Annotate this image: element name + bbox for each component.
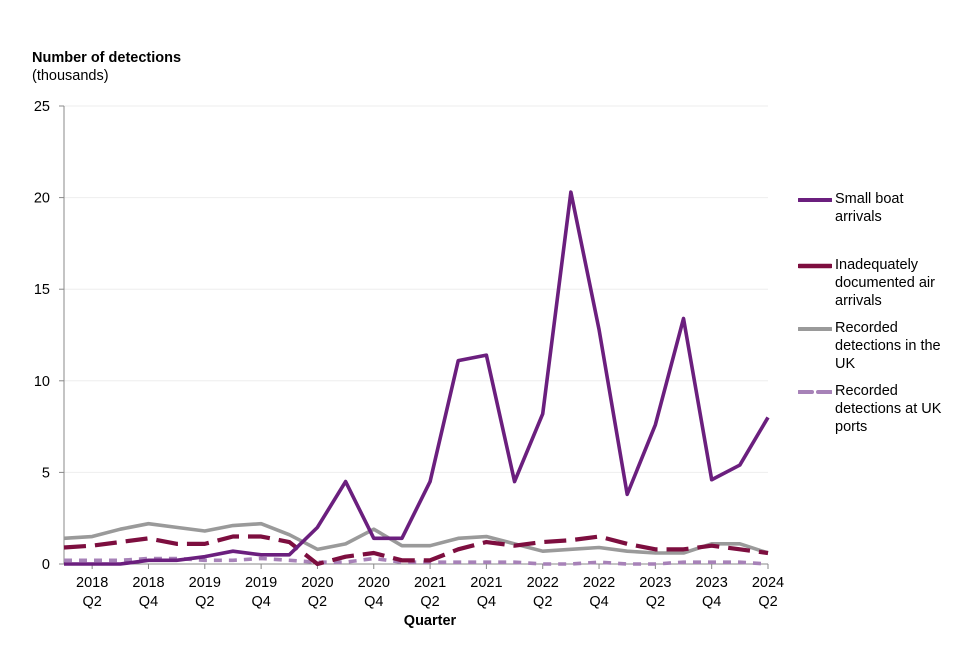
x-tick-label-year: 2024 xyxy=(752,575,784,591)
series-line-recorded-detections-in-the-uk xyxy=(63,521,769,555)
legend-swatch-small-boat-arrivals xyxy=(798,198,832,202)
legend-swatch-inadequately-documented xyxy=(798,263,832,269)
y-tick-label: 0 xyxy=(42,557,50,573)
x-tick-label-quarter: Q4 xyxy=(364,594,383,610)
x-tick-label-year: 2021 xyxy=(470,575,502,591)
legend-label-recorded-detections-ports: Recorded detections at UK ports xyxy=(835,383,942,435)
legend-item-small-boat-arrivals: Small boat arrivals xyxy=(798,190,945,226)
x-tick-label-quarter: Q4 xyxy=(139,594,158,610)
y-tick-label: 20 xyxy=(34,191,50,207)
x-tick-label-quarter: Q4 xyxy=(702,594,721,610)
x-tick-label-quarter: Q4 xyxy=(477,594,496,610)
gridlines xyxy=(64,105,768,473)
x-tick-label-quarter: Q2 xyxy=(758,594,777,610)
series-line-recorded-detections-at-uk-ports xyxy=(64,556,769,566)
x-tick-label-year: 2020 xyxy=(358,575,390,591)
y-axis-subtitle: (thousands) xyxy=(32,68,109,84)
x-tick-label-year: 2020 xyxy=(301,575,333,591)
x-tick-label-year: 2019 xyxy=(245,575,277,591)
y-tick-label: 5 xyxy=(42,465,50,481)
x-tick-label-quarter: Q2 xyxy=(82,594,101,610)
x-tick-label-year: 2023 xyxy=(696,575,728,591)
series-line-small-boat-arrivals xyxy=(64,190,770,566)
legend-item-recorded-detections-uk: Recorded detections in the UK xyxy=(798,319,945,373)
x-tick-label-quarter: Q2 xyxy=(646,594,665,610)
series-lines xyxy=(63,190,770,567)
y-axis-title: Number of detections xyxy=(32,50,182,66)
x-axis-title: Quarter xyxy=(403,613,457,629)
x-tick-label-quarter: Q4 xyxy=(589,594,608,610)
x-tick-label-year: 2018 xyxy=(132,575,164,591)
x-tick-label-year: 2018 xyxy=(76,575,108,591)
x-tick-label-year: 2022 xyxy=(527,575,559,591)
legend-label-recorded-detections-uk: Recorded detections in the UK xyxy=(835,320,941,372)
x-tick-label-year: 2023 xyxy=(639,575,671,591)
axes xyxy=(59,105,769,569)
x-tick-label-year: 2022 xyxy=(583,575,615,591)
x-tick-label-quarter: Q2 xyxy=(308,594,327,610)
legend-label-inadequately-documented: Inadequately documented air arrivals xyxy=(835,257,935,309)
x-tick-label-year: 2021 xyxy=(414,575,446,591)
x-tick-label-quarter: Q2 xyxy=(533,594,552,610)
legend-swatch-recorded-detections-uk xyxy=(798,327,832,331)
legend-item-inadequately-documented-air-arrivals: Inadequately documented air arrivals xyxy=(798,256,945,310)
x-tick-label-quarter: Q4 xyxy=(251,594,270,610)
legend-item-recorded-detections-ports: Recorded detections at UK ports xyxy=(798,382,945,436)
legend-swatch-recorded-detections-ports xyxy=(798,390,832,394)
x-tick-label-year: 2019 xyxy=(189,575,221,591)
x-tick-label-quarter: Q2 xyxy=(195,594,214,610)
y-tick-labels: 0 5 10 15 20 25 xyxy=(34,99,50,573)
y-tick-label: 25 xyxy=(34,99,50,115)
x-tick-labels: 2018 Q2 2018 Q4 2019 Q2 2019 Q4 2020 Q2 2020 Q4 2021… xyxy=(76,575,784,610)
y-tick-label: 10 xyxy=(34,374,50,390)
series-line-inadequately-documented-air-arrivals xyxy=(63,534,769,567)
y-tick-label: 15 xyxy=(34,282,50,298)
x-tick-label-quarter: Q2 xyxy=(420,594,439,610)
legend-label-small-boat-arrivals: Small boat arrivals xyxy=(835,191,904,225)
